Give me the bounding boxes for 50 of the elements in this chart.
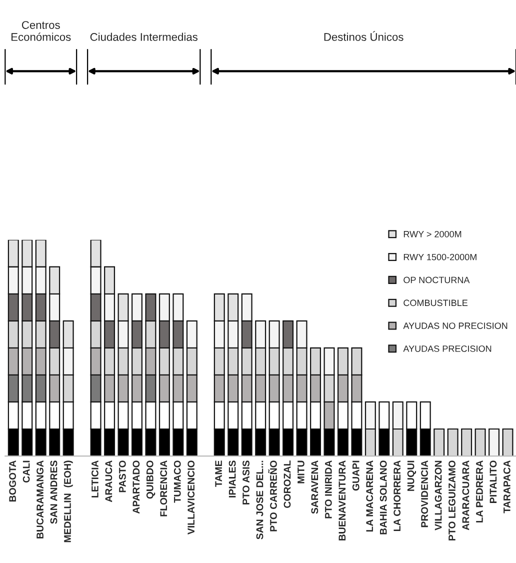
- bar: [434, 428, 445, 456]
- x-tick-label: BAHIA SOLANO: [380, 460, 387, 534]
- legend-label: COMBUSTIBLE: [404, 300, 468, 306]
- x-tick-label: VILLAVICENCIO: [188, 460, 195, 534]
- x-tick-label: ARARACUARA: [462, 460, 470, 530]
- x-tick-label: IPIALES: [228, 460, 236, 498]
- text: Destinos Únicos: [324, 31, 404, 41]
- legend-label: RWY 1500-2000M: [404, 254, 476, 260]
- legend-label: RWY > 2000M: [404, 230, 462, 238]
- x-tick-label: PASTO: [118, 460, 126, 492]
- x-tick-label: ARAUCA: [105, 460, 112, 502]
- x-tick-label: LA CHORRERA: [394, 460, 401, 532]
- text: Centros Económicos: [12, 21, 71, 41]
- x-tick-label: COROZAL: [284, 460, 291, 508]
- x-tick-label: LETICIA: [92, 460, 98, 498]
- x-tick-label: TUMACO: [174, 460, 181, 503]
- x-tick-label: PTO CARREÑO: [268, 460, 277, 532]
- x-tick-label: LA MACARENA: [366, 460, 374, 532]
- x-tick-label: BUCARAMANGA: [36, 460, 44, 538]
- bar: [502, 428, 514, 456]
- x-tick-label: SAN JOSE DEL...: [256, 460, 264, 540]
- x-tick-label: TARAPACA: [503, 460, 510, 514]
- x-tick-label: QUIBDO: [146, 460, 156, 499]
- x-tick-label: LA PEDRERA: [476, 460, 483, 522]
- x-tick-label: FLORENCIA: [160, 460, 168, 516]
- x-tick-label: CALI: [22, 460, 30, 482]
- x-tick-label: PTO ASIS: [242, 460, 250, 504]
- x-tick-label: MEDELLIN (EOH): [64, 460, 73, 542]
- x-tick-label: PROVIDENCIA: [421, 460, 428, 528]
- x-tick-label: PITALITO: [490, 460, 497, 503]
- bar: [488, 428, 500, 456]
- legend-label: AYUDAS PRECISION: [403, 345, 492, 352]
- bar: [461, 428, 472, 456]
- x-tick-label: PTO LEGUIZAMO: [448, 460, 456, 540]
- x-tick-label: TAME: [215, 460, 222, 487]
- x-tick-label: BUENAVENTURA: [338, 460, 346, 540]
- bar: [447, 428, 458, 456]
- bar: [474, 428, 486, 456]
- x-tick-label: MITU: [298, 460, 304, 484]
- x-tick-label: APARTADO: [132, 460, 140, 514]
- x-tick-label: SARAVENA: [311, 460, 318, 514]
- legend-label: OP NOCTURNA: [404, 276, 470, 284]
- x-tick-label: NUQUI: [407, 460, 416, 491]
- x-tick-label: VILLAGARZON: [434, 460, 442, 530]
- text: Ciudades Intermedias: [90, 32, 198, 41]
- legend-label: AYUDAS NO PRECISION: [403, 322, 508, 329]
- x-tick-label: SAN ANDRES: [50, 460, 58, 524]
- x-tick-label: BOGOTA: [9, 460, 16, 502]
- x-tick-label: GUAPI: [352, 460, 360, 491]
- x-tick-label: PTO INIRIDA: [324, 460, 332, 518]
